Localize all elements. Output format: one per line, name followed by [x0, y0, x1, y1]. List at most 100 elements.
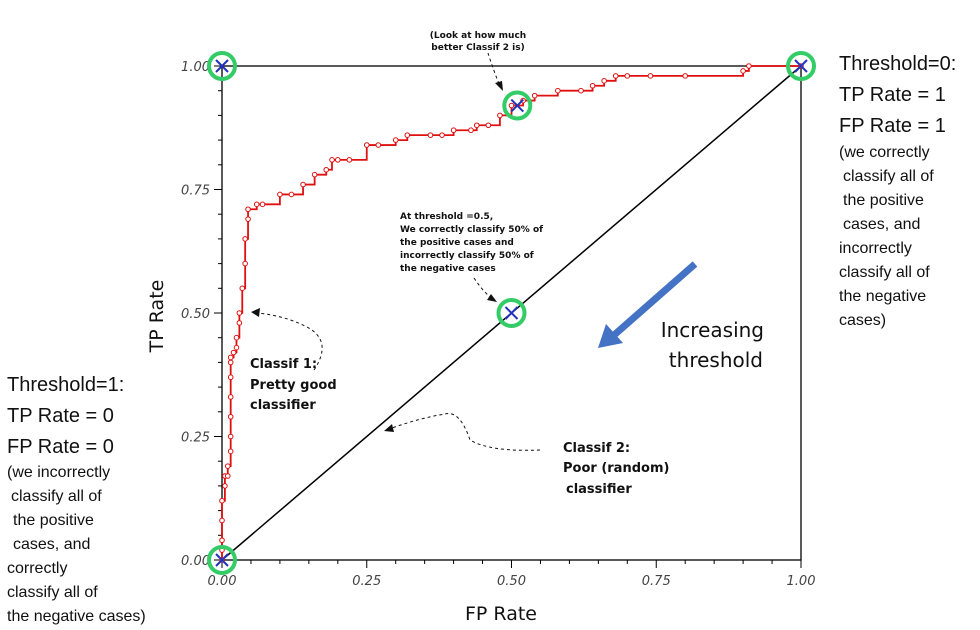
- classif2-label-line-3: classifier: [566, 482, 632, 497]
- threshold1-note-5: correctly: [7, 560, 68, 577]
- classif1-point: [233, 334, 240, 341]
- mid-annotation-line-4: incorrectly classify 50% of: [400, 251, 534, 261]
- classif1-point: [245, 206, 251, 213]
- classif1-point: [601, 78, 607, 84]
- classif1-point: [277, 191, 283, 198]
- classif1-point: [329, 157, 335, 163]
- classif1-point: [427, 132, 434, 138]
- threshold0-note-5: incorrectly: [839, 240, 912, 257]
- classif1-point: [224, 463, 231, 469]
- classif2-label-line-2: Poor (random): [563, 461, 669, 476]
- threshold0-note-8: cases): [839, 312, 887, 329]
- classif1-point: [647, 73, 654, 79]
- x-axis-title: FP Rate: [465, 603, 537, 625]
- classif1-point: [497, 112, 503, 119]
- y-tick-label: 0.00: [181, 554, 210, 569]
- classif1-point: [227, 433, 234, 440]
- highlight-ring: [207, 51, 237, 81]
- threshold0-note-7: the negative: [839, 288, 927, 305]
- classif1-point: [612, 73, 619, 79]
- classif1-point: [242, 236, 248, 242]
- classif1-point: [746, 63, 752, 69]
- threshold1-note-2: classify all of: [11, 488, 102, 505]
- classif1-point: [224, 473, 231, 479]
- highlight-ring: [502, 90, 533, 121]
- mid-annotation-line-2: We correctly classify 50% of: [400, 225, 543, 235]
- classif1-point: [222, 483, 228, 489]
- threshold0-line-2: TP Rate = 1: [839, 84, 946, 106]
- threshold1-note-6: classify all of: [7, 584, 98, 601]
- classif1-point: [236, 320, 243, 326]
- highlight-ring: [786, 51, 816, 81]
- classif1-point: [375, 142, 382, 148]
- classif1-point: [624, 73, 631, 79]
- classif1-point: [219, 497, 225, 504]
- classif1-point: [589, 82, 596, 89]
- y-tick-label: 0.75: [181, 184, 210, 199]
- mid-annotation-line-1: At threshold =0.5,: [400, 212, 493, 222]
- classif2-pointer-head: [384, 424, 394, 432]
- threshold1-explanation: (we incorrectly classify all of the posi…: [7, 461, 146, 629]
- threshold0-block: Threshold=0: TP Rate = 1 FP Rate = 1: [839, 49, 956, 142]
- classif1-point: [236, 310, 243, 316]
- threshold0-note-3: the positive: [843, 192, 924, 209]
- classif1-point: [404, 132, 411, 138]
- classif1-point: [230, 349, 237, 356]
- classif1-point: [242, 260, 248, 267]
- increasing-label-line-1: Increasing: [661, 318, 764, 342]
- classif1-point: [335, 157, 341, 163]
- threshold1-note-1: (we incorrectly: [7, 464, 111, 481]
- threshold1-line-2: TP Rate = 0: [7, 405, 114, 427]
- highlight-cross: [215, 553, 229, 567]
- classif1-point: [555, 87, 561, 94]
- increasing-label-line-2: threshold: [669, 348, 763, 372]
- mid-pointer-head: [487, 294, 497, 302]
- threshold1-note-7: the negative cases): [7, 608, 146, 625]
- look-annotation-line-1: (Look at how much: [430, 31, 526, 41]
- highlight-ring: [207, 545, 237, 575]
- highlight-layer: [207, 51, 816, 575]
- classif1-point: [227, 448, 234, 455]
- highlight-cross: [794, 59, 808, 73]
- classif1-point: [578, 87, 584, 94]
- classif1-point: [468, 127, 474, 134]
- x-tick-label: 0.25: [352, 574, 381, 589]
- classif1-point: [288, 191, 295, 198]
- mid-annotation-line-5: the negative cases: [400, 264, 496, 274]
- threshold1-note-3: the positive: [13, 512, 94, 529]
- mid-pointer-dashes: [473, 277, 491, 298]
- classif1-pointer-head: [251, 308, 260, 317]
- y-tick-label: 1.00: [181, 60, 210, 75]
- highlight-cross: [510, 98, 524, 113]
- classif1-point: [227, 394, 234, 400]
- classif1-point: [323, 166, 330, 173]
- threshold1-block: Threshold=1: TP Rate = 0 FP Rate = 0: [7, 370, 124, 463]
- x-tick-label: 1.00: [787, 574, 816, 589]
- classif1-point: [227, 354, 234, 361]
- classif1-point: [508, 102, 515, 109]
- x-tick-label: 0.50: [497, 574, 526, 589]
- threshold0-line-3: FP Rate = 1: [839, 115, 946, 137]
- classif1-point: [473, 122, 480, 129]
- classif1-label-line-3: classifier: [250, 398, 316, 413]
- classif1-point: [531, 92, 538, 99]
- y-tick-label: 0.25: [181, 431, 210, 446]
- classif1-point: [219, 537, 225, 544]
- threshold0-note-1: (we correctly: [839, 144, 930, 161]
- classif1-point: [439, 132, 445, 138]
- threshold0-note-2: classify all of: [843, 168, 934, 185]
- increasing-threshold-arrowhead: [598, 324, 623, 348]
- classif1-point: [485, 122, 492, 129]
- increasing-threshold-arrow: [610, 261, 698, 339]
- look-pointer-dashes: [487, 52, 500, 85]
- threshold0-note-6: classify all of: [839, 264, 930, 281]
- y-tick-label: 0.50: [181, 307, 210, 322]
- highlight-cross: [504, 306, 519, 320]
- classif1-point: [740, 68, 746, 74]
- classif1-point: [239, 285, 246, 292]
- threshold1-line-1: Threshold=1:: [7, 374, 125, 396]
- classif1-point: [253, 201, 260, 208]
- classif1-point: [227, 359, 234, 366]
- mid-annotation-line-3: the positive cases and: [400, 238, 514, 248]
